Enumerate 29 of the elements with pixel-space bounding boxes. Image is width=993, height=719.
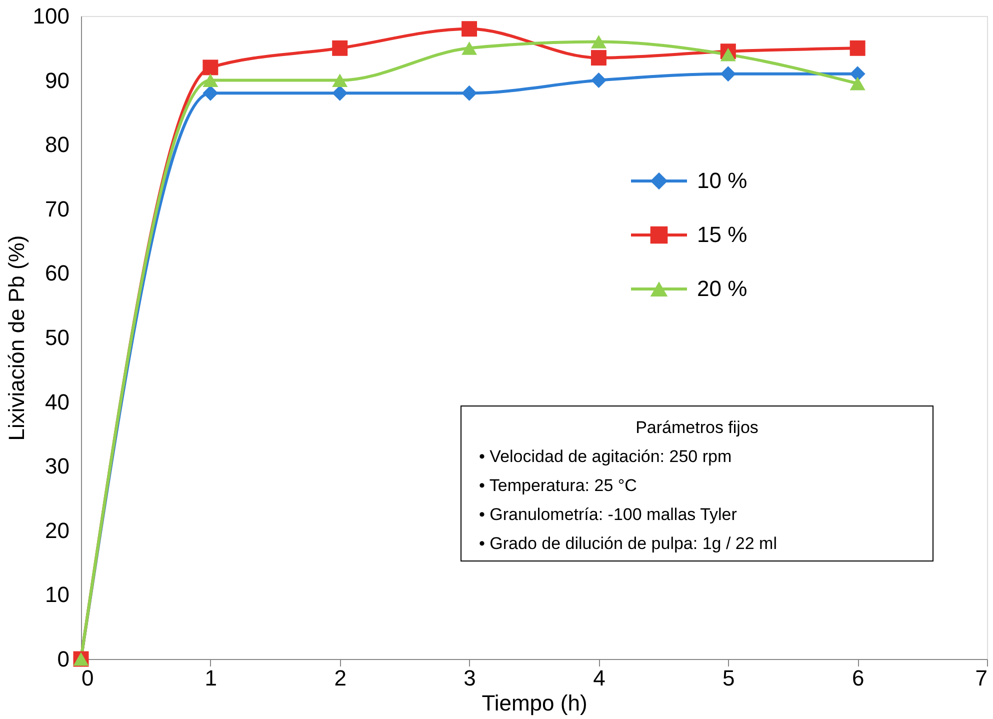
x-tick-label: 7	[975, 666, 988, 690]
legend-label: 10 %	[697, 168, 748, 193]
y-tick-label: 70	[45, 196, 70, 222]
annotation: Parámetros fijos	[636, 418, 758, 437]
y-tick-label: 0	[57, 646, 70, 672]
y-tick-label: 90	[45, 68, 70, 93]
y-tick-label: 50	[45, 325, 70, 350]
legend-label: 15 %	[697, 222, 748, 247]
y-tick-label: 80	[45, 132, 70, 158]
annotation: • Temperatura: 25 °C	[479, 476, 637, 495]
x-tick-label: 5	[722, 666, 735, 690]
y-tick-label: 40	[45, 389, 70, 414]
x-tick-label: 4	[593, 666, 606, 690]
x-tick-label: 6	[852, 666, 864, 690]
y-axis-title: Lixiviación de Pb (%)	[4, 235, 29, 441]
y-tick-label: 60	[45, 260, 70, 286]
x-tick-label: 0	[82, 666, 94, 690]
x-tick-label: 3	[464, 666, 476, 690]
x-tick-label: 1	[204, 666, 218, 690]
x-axis-title: Tiempo (h)	[482, 690, 588, 716]
y-tick-label: 10	[45, 582, 70, 608]
y-tick-label: 30	[45, 454, 70, 479]
legend-label: 20 %	[697, 276, 748, 301]
annotation: • Granulometría: -100 mallas Tyler	[479, 505, 738, 524]
annotation: • Grado de dilución de pulpa: 1g / 22 ml	[479, 534, 777, 553]
x-tick-label: 2	[334, 666, 346, 690]
y-tick-label: 100	[32, 4, 70, 28]
y-tick-label: 20	[45, 518, 70, 543]
annotation: • Velocidad de agitación: 250 rpm	[479, 447, 732, 466]
